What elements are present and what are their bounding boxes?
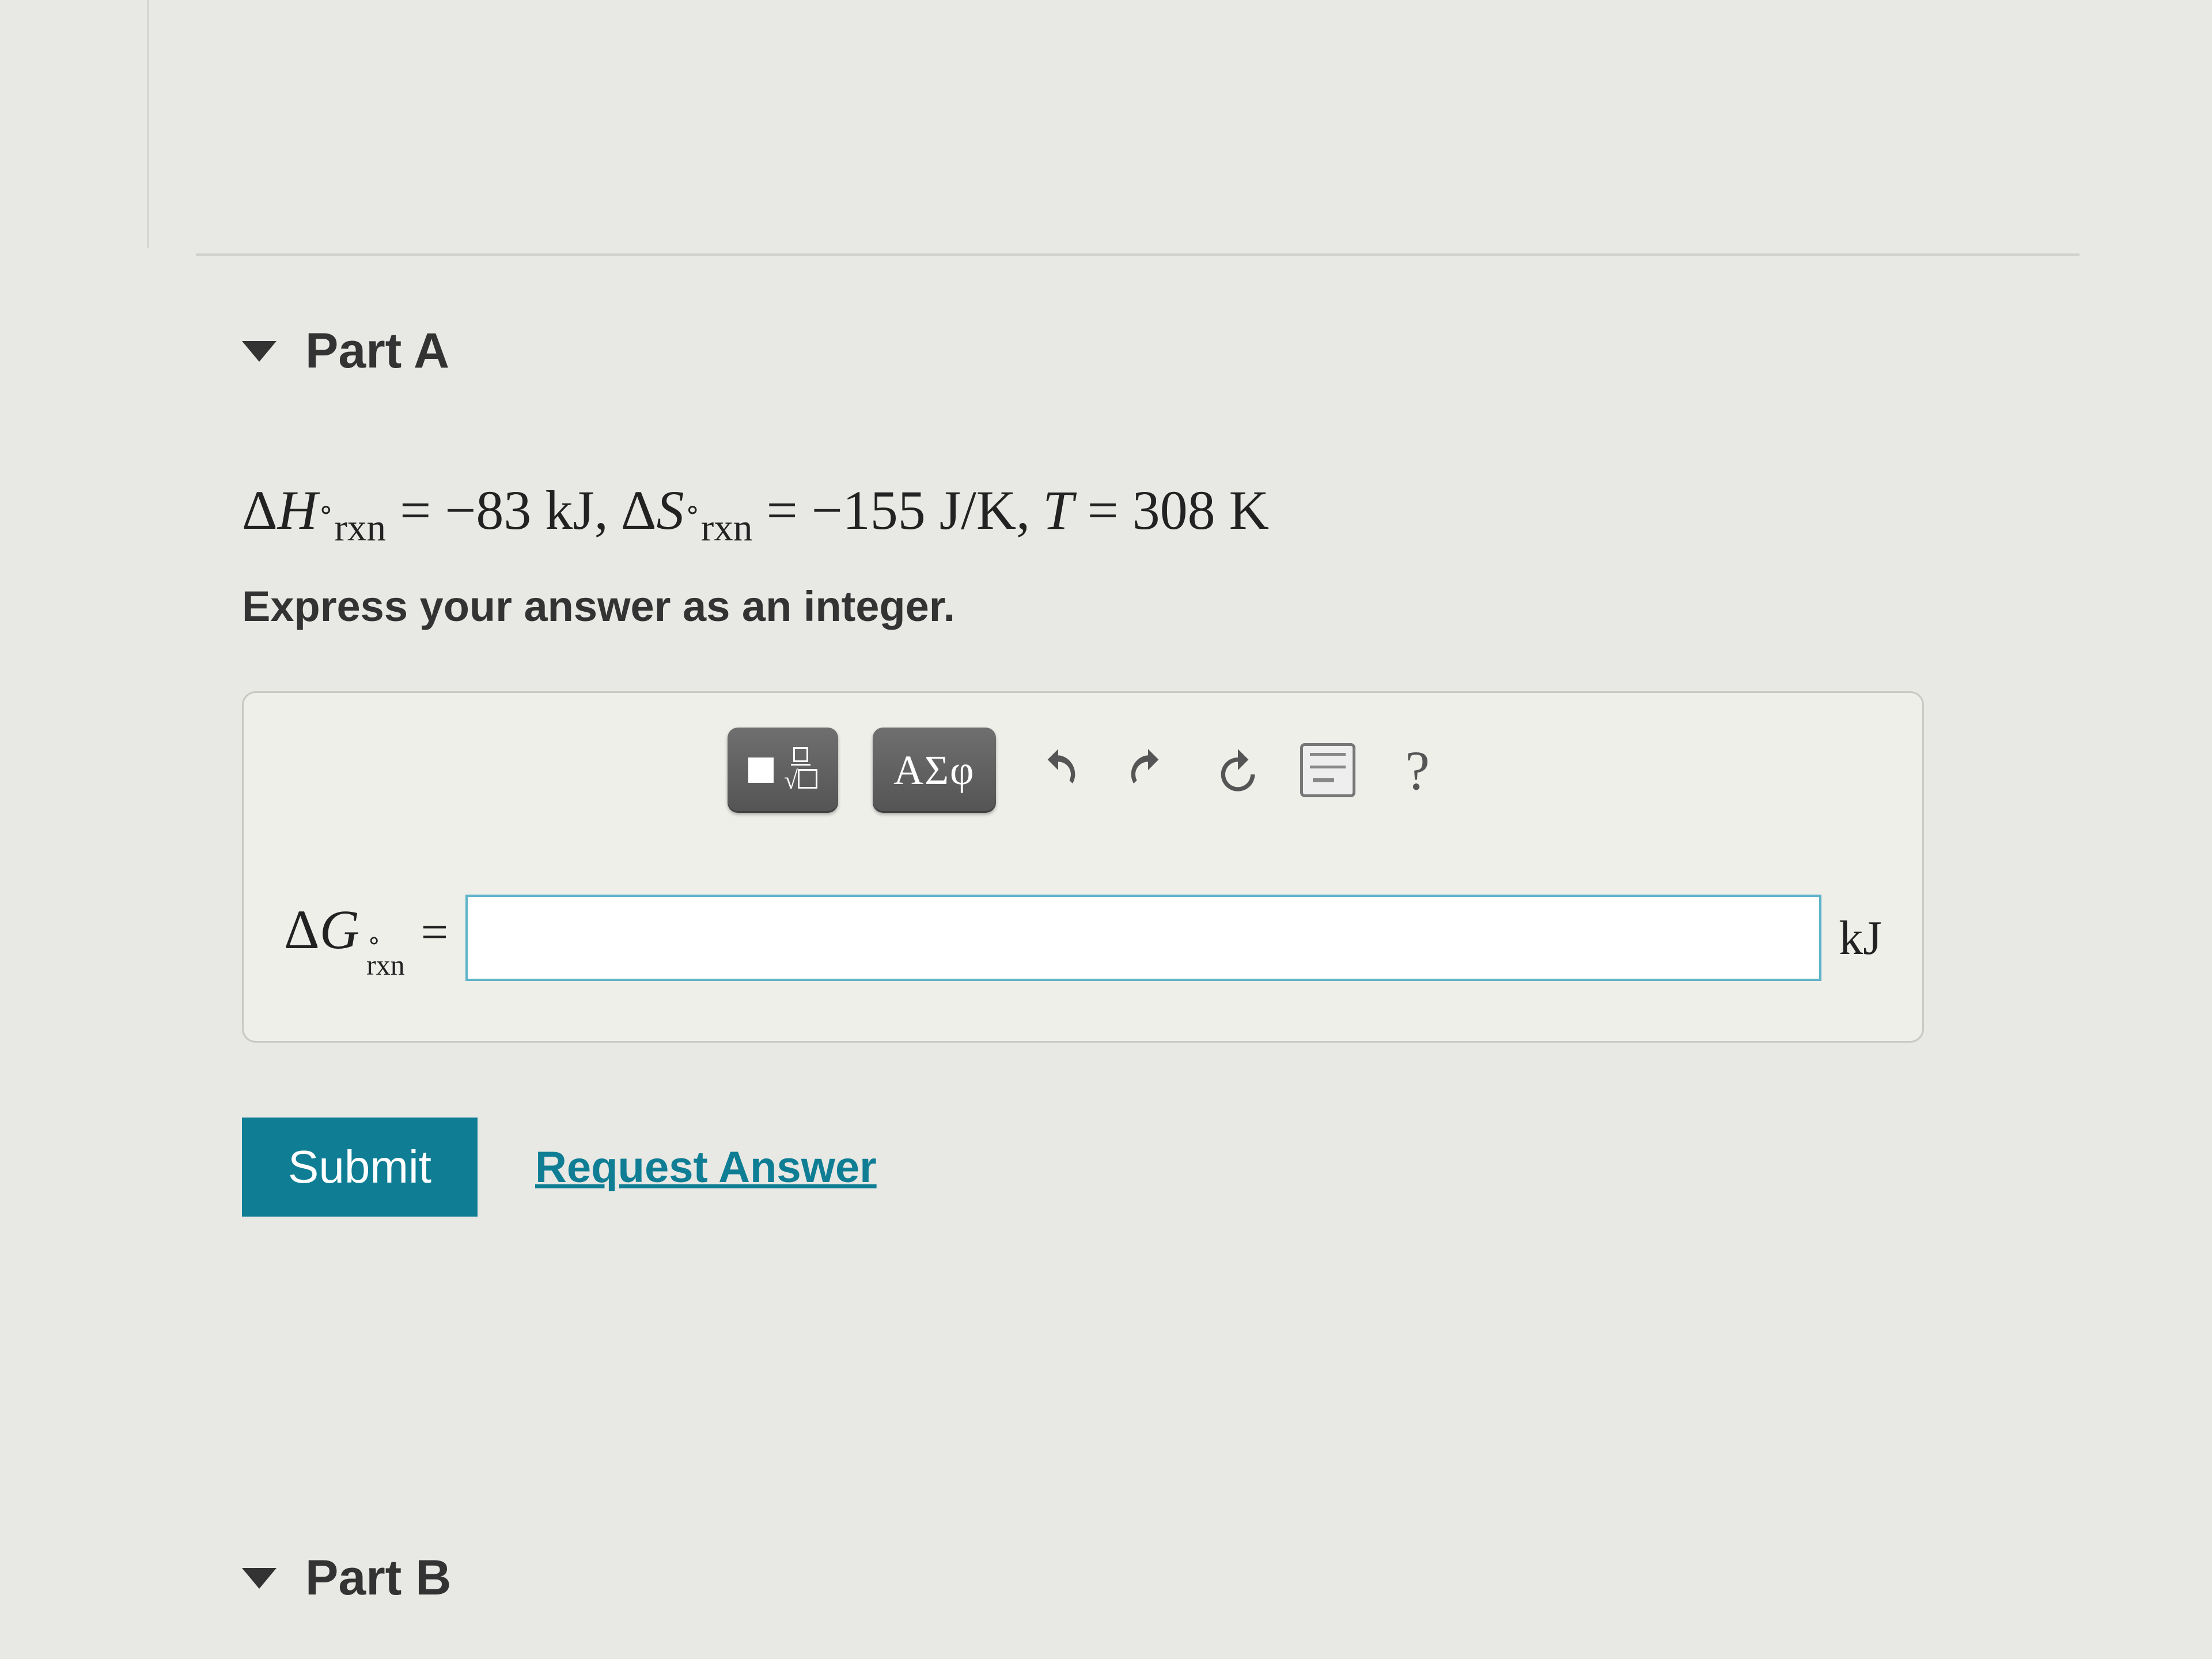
- part-a-header[interactable]: Part A: [242, 323, 449, 380]
- part-a-title: Part A: [305, 323, 449, 380]
- keyboard-icon: [1300, 743, 1355, 797]
- greek-symbols-label: ΑΣφ: [893, 747, 975, 794]
- help-icon: ?: [1405, 740, 1430, 801]
- math-templates-icon: √: [748, 747, 817, 793]
- request-answer-link[interactable]: Request Answer: [535, 1142, 877, 1192]
- redo-button[interactable]: [1120, 743, 1176, 798]
- part-b-header[interactable]: Part B: [242, 1550, 451, 1607]
- reset-button[interactable]: [1210, 743, 1266, 798]
- answer-container: √ ΑΣφ ? Δ: [242, 691, 1924, 1043]
- equation-toolbar: √ ΑΣφ ?: [728, 728, 1445, 813]
- given-values: ΔH∘rxn = −83 kJ,ΔS∘rxn = −155 J/K,T = 30…: [242, 478, 1269, 550]
- sidebar-divider: [147, 0, 149, 248]
- answer-unit: kJ: [1839, 910, 1882, 966]
- action-row: Submit Request Answer: [242, 1118, 877, 1217]
- answer-hint: Express your answer as an integer.: [242, 582, 955, 631]
- redo-icon: [1123, 745, 1173, 796]
- reset-icon: [1213, 745, 1263, 796]
- help-button[interactable]: ?: [1390, 738, 1445, 802]
- chevron-down-icon: [242, 341, 276, 362]
- undo-button[interactable]: [1031, 743, 1086, 798]
- submit-button[interactable]: Submit: [242, 1118, 478, 1217]
- keyboard-button[interactable]: [1300, 743, 1355, 798]
- section-divider: [196, 253, 2080, 256]
- delta-g-label: Δ G ∘ rxn =: [284, 897, 448, 978]
- answer-input[interactable]: [465, 895, 1821, 981]
- greek-symbols-button[interactable]: ΑΣφ: [873, 728, 995, 813]
- undo-icon: [1033, 745, 1084, 796]
- chevron-down-icon: [242, 1568, 276, 1589]
- part-b-title: Part B: [305, 1550, 451, 1607]
- math-templates-button[interactable]: √: [728, 728, 838, 813]
- answer-input-row: Δ G ∘ rxn = kJ: [284, 889, 1882, 987]
